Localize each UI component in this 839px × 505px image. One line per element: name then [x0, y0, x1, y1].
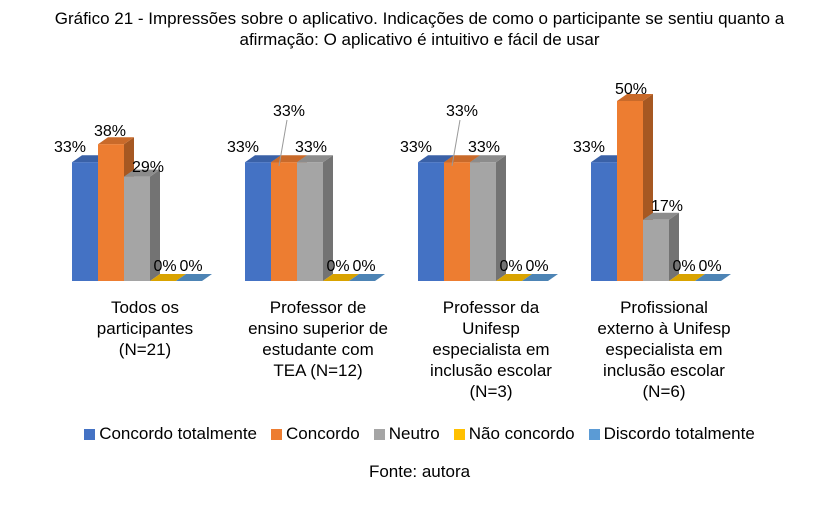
data-label: 33% [227, 139, 259, 156]
data-label: 0% [179, 258, 202, 275]
legend-swatch [271, 428, 283, 440]
data-label: 33% [273, 103, 305, 120]
bar [245, 162, 271, 281]
bar-top [349, 274, 385, 281]
category-label: participantes [97, 319, 193, 338]
bar-side [496, 155, 506, 281]
category-label: TEA (N=12) [273, 361, 362, 380]
legend-label: Discordo totalmente [603, 424, 755, 443]
category-label: Todos os [111, 298, 179, 317]
bar-side [669, 212, 679, 281]
bar [271, 162, 297, 281]
bar-top [522, 274, 558, 281]
bar-top [176, 274, 212, 281]
data-label: 0% [499, 258, 522, 275]
bar [470, 162, 496, 281]
data-label: 33% [400, 139, 432, 156]
legend-label: Concordo [286, 424, 360, 443]
data-label: 33% [446, 103, 478, 120]
bar-top [496, 274, 532, 281]
bar-top [695, 274, 731, 281]
bar [124, 176, 150, 281]
bar [72, 162, 98, 281]
category-label: Professor de [270, 298, 366, 317]
category-label: (N=6) [643, 382, 686, 401]
chart-title: Gráfico 21 - Impressões sobre o aplicati… [0, 8, 839, 50]
source-note: Fonte: autora [368, 462, 471, 481]
data-label: 33% [468, 139, 500, 156]
chart-title-line-2: afirmação: O aplicativo é intuitivo e fá… [239, 30, 600, 49]
bar-side [323, 155, 333, 281]
data-label: 0% [352, 258, 375, 275]
bar [297, 162, 323, 281]
data-label: 33% [54, 139, 86, 156]
leader-line [451, 119, 461, 167]
data-label: 17% [651, 198, 683, 215]
category-label: (N=3) [470, 382, 513, 401]
bar [617, 101, 643, 281]
category-label: Professor da [443, 298, 540, 317]
legend-swatch [588, 428, 600, 440]
bar-top [617, 94, 653, 101]
bar-top [245, 155, 281, 163]
data-label: 33% [573, 139, 605, 156]
legend-item: Discordo totalmente [588, 424, 755, 444]
category-label: inclusão escolar [430, 361, 552, 380]
bar-chart: 33%38%29%0% 0%Todos osparticipantes(N=21)… [54, 81, 731, 401]
data-label: 0% [672, 258, 695, 275]
bar [591, 162, 617, 281]
bar-top [297, 155, 333, 163]
bar-top [124, 169, 160, 177]
bar-top [150, 274, 186, 281]
leader-line [278, 119, 288, 167]
bar-top [98, 137, 134, 145]
data-label: 29% [132, 159, 164, 176]
legend-item: Neutro [373, 424, 440, 444]
category-label: especialista em [432, 340, 549, 359]
legend-item: Concordo [271, 424, 360, 444]
category-label: externo à Unifesp [597, 319, 730, 338]
data-label: 38% [94, 123, 126, 140]
category-label: Profissional [620, 298, 708, 317]
chart-legend: Concordo totalmente Concordo Neutro Não con… [0, 424, 839, 444]
category-label: estudante com [262, 340, 374, 359]
chart-title-line-1: Gráfico 21 - Impressões sobre o aplicati… [54, 9, 785, 28]
data-label: 0% [326, 258, 349, 275]
legend-swatch [453, 428, 465, 440]
data-label: 0% [525, 258, 548, 275]
bar [643, 219, 669, 281]
legend-label: Neutro [388, 424, 440, 443]
bar-top [643, 212, 679, 220]
category-label: (N=21) [119, 340, 171, 359]
data-label: 0% [698, 258, 721, 275]
legend-item: Não concordo [453, 424, 575, 444]
bar [98, 144, 124, 281]
bar-top [323, 274, 359, 281]
data-label: 0% [153, 258, 176, 275]
data-label: 50% [615, 81, 647, 98]
bar [418, 162, 444, 281]
bar-top [470, 155, 506, 163]
category-label: Unifesp [462, 319, 520, 338]
legend-label: Não concordo [468, 424, 575, 443]
bar-top [669, 274, 705, 281]
legend-label: Concordo totalmente [99, 424, 258, 443]
category-label: inclusão escolar [603, 361, 725, 380]
legend-swatch [84, 428, 96, 440]
category-label: ensino superior de [248, 319, 388, 338]
bar [444, 162, 470, 281]
bar-side [150, 169, 160, 281]
bar-top [418, 155, 454, 163]
legend-item: Concordo totalmente [84, 424, 257, 444]
data-label: 33% [295, 139, 327, 156]
category-label: especialista em [605, 340, 722, 359]
legend-swatch [373, 428, 385, 440]
